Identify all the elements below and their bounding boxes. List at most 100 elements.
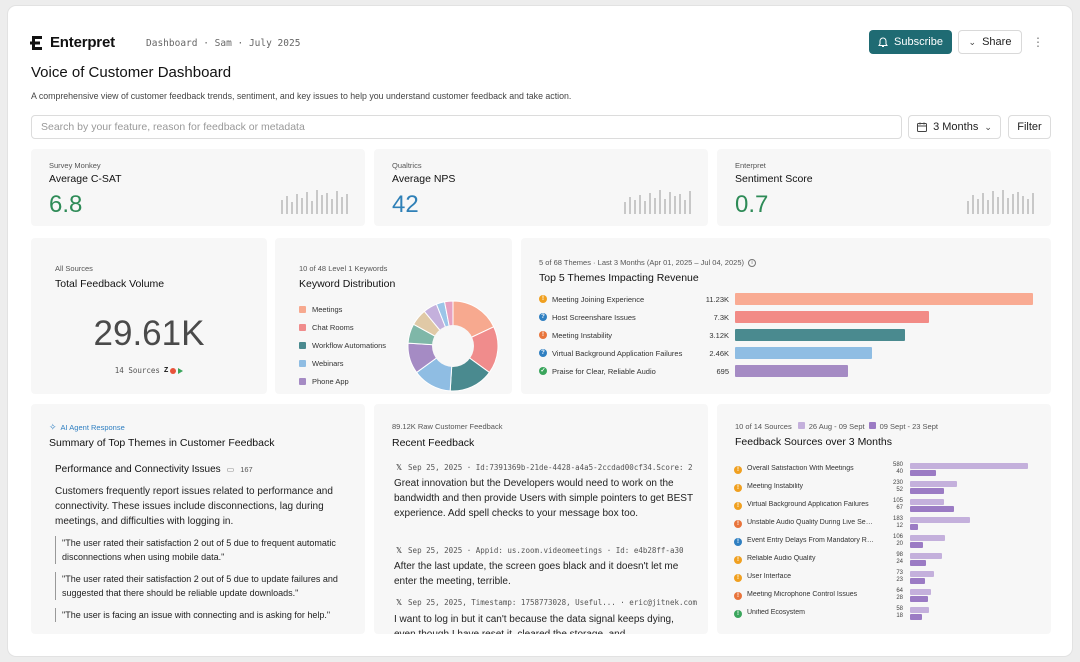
spark-bar [1032,193,1034,214]
brand-logo[interactable]: Enterpret [30,34,115,51]
legend-period-1: 26 Aug - 09 Sept [808,422,865,431]
source-row[interactable]: ! Meeting Instability 230 52 [734,480,1051,496]
info-icon[interactable]: i [747,258,756,267]
source-row[interactable]: ! Unified Ecosystem 58 18 [734,606,1051,622]
source-row[interactable]: ! Overall Satisfaction With Meetings 580 40 [734,462,1051,478]
feedback-text[interactable]: I want to log in but it can't because th… [394,614,674,634]
spark-bar [321,195,323,214]
source-bar-2 [910,614,922,620]
theme-name: Meeting Instability [552,331,613,340]
source-value-2: 67 [896,505,903,511]
x-logo-icon: 𝕏 [396,546,403,555]
keyword-card[interactable]: 10 of 48 Level 1 Keywords Keyword Distri… [275,238,512,394]
feedback-meta-text: Sep 25, 2025 · Id:7391369b-21de-4428-a4a… [408,463,693,472]
ai-section-title: Performance and Connectivity Issues [55,464,221,475]
theme-bar [735,347,873,359]
status-icon: ! [734,502,742,510]
feedback-text[interactable]: Great innovation but the Developers woul… [394,478,693,519]
source-row[interactable]: ! Meeting Microphone Control Issues 64 28 [734,588,1051,604]
metric-card-sentiment[interactable]: Enterpret Sentiment Score 0.7 [717,149,1051,226]
legend-item[interactable]: Phone App [299,377,349,386]
spark-bar [291,202,293,214]
volume-title: Total Feedback Volume [55,278,165,290]
legend-label: Webinars [312,359,344,368]
keyword-donut-chart[interactable] [407,300,499,392]
feedback-meta-text: Sep 25, 2025, Timestamp: 1758773028, Use… [408,598,698,607]
spark-bar [689,191,691,214]
share-label: Share [982,36,1012,48]
spark-bar [997,197,999,214]
legend-item[interactable]: Chat Rooms [299,323,354,332]
source-name: Reliable Audio Quality [747,555,816,562]
spark-bar [341,197,343,214]
legend-item[interactable]: Workflow Automations [299,341,386,350]
sparkle-icon: ✧ [49,422,57,432]
x-logo-icon: 𝕏 [396,463,403,472]
spark-bar [639,195,641,214]
status-icon: ! [734,484,742,492]
ai-quote[interactable]: "The user rated their satisfaction 2 out… [55,572,355,600]
source-bar-2 [910,470,937,476]
metric-card-csat[interactable]: Survey Monkey Average C-SAT 6.8 [31,149,365,226]
source-row[interactable]: ! Reliable Audio Quality 98 24 [734,552,1051,568]
comment-icon: ▭ [226,465,235,474]
source-value-2: 18 [896,613,903,619]
spark-bar [674,196,676,214]
ai-summary-card[interactable]: ✧ AI Agent Response Summary of Top Theme… [31,404,365,634]
x-logo-icon: 𝕏 [396,598,403,607]
source-bar-2 [910,560,926,566]
spark-bar [684,200,686,214]
period-select[interactable]: 3 Months ⌄ [908,115,1001,139]
recent-feedback-card[interactable]: 89.12K Raw Customer Feedback Recent Feed… [374,404,708,634]
spark-bar [987,200,989,214]
spark-bar [306,192,308,214]
spark-bar [629,197,631,214]
subscribe-button[interactable]: Subscribe [869,30,952,54]
calendar-icon [917,122,928,132]
search-input[interactable]: Search by your feature, reason for feedb… [31,115,902,139]
source-row[interactable]: ! Event Entry Delays From Mandatory Regis… [734,534,1051,550]
feedback-text[interactable]: After the last update, the screen goes b… [394,561,679,587]
source-value-2: 23 [896,577,903,583]
theme-row[interactable]: ? Host Screenshare Issues 7.3K [539,311,1034,325]
filter-button[interactable]: Filter [1008,115,1051,139]
source-row[interactable]: ! Virtual Background Application Failures… [734,498,1051,514]
metric-value: 0.7 [735,191,769,218]
ai-quote[interactable]: "The user is facing an issue with connec… [55,608,355,622]
source-value-1: 105 [892,498,903,504]
source-row[interactable]: ! Unstable Audio Quality During Live Sess… [734,516,1051,532]
volume-caption: All Sources [55,264,93,273]
source-row[interactable]: ! User Interface 73 23 [734,570,1051,586]
spark-bar [1012,194,1014,214]
themes-card[interactable]: 5 of 68 Themes · Last 3 Months (Apr 01, … [521,238,1051,394]
metric-card-nps[interactable]: Qualtrics Average NPS 42 [374,149,708,226]
ai-quote[interactable]: "The user rated their satisfaction 2 out… [55,536,355,564]
theme-row[interactable]: ✓ Praise for Clear, Reliable Audio 695 [539,365,1034,379]
source-bar-2 [910,542,924,548]
theme-name: Praise for Clear, Reliable Audio [552,367,656,376]
swatch-icon [299,360,306,367]
legend-label: Workflow Automations [312,341,387,350]
more-options-icon[interactable]: ⋮ [1032,35,1044,49]
volume-sources[interactable]: 14 Sources Z [31,366,267,375]
volume-card[interactable]: All Sources Total Feedback Volume 29.61K… [31,238,267,394]
legend-item[interactable]: Webinars [299,359,344,368]
legend-period-2: 09 Sept - 23 Sept [879,422,938,431]
theme-row[interactable]: ? Virtual Background Application Failures… [539,347,1034,361]
legend-item[interactable]: Meetings [299,305,342,314]
theme-row[interactable]: ! Meeting Joining Experience 11.23K [539,293,1034,307]
brand-name: Enterpret [50,34,115,51]
donut-slice[interactable] [452,326,499,374]
theme-row[interactable]: ! Meeting Instability 3.12K [539,329,1034,343]
theme-value: 7.3K [713,313,729,322]
feedback-meta-text: Sep 25, 2025 · Appid: us.zoom.videomeeti… [408,546,684,555]
question-icon: ? [539,349,547,357]
spark-bar [654,198,656,214]
theme-bar [735,365,849,377]
spark-bar [331,199,333,214]
source-name: Event Entry Delays From Mandatory Regist… [747,537,875,544]
feedback-sources-card[interactable]: 10 of 14 Sources 26 Aug - 09 Sept 09 Sep… [717,404,1051,634]
theme-value: 3.12K [709,331,729,340]
source-bar-1 [910,589,931,595]
share-button[interactable]: ⌄ Share [958,30,1022,54]
